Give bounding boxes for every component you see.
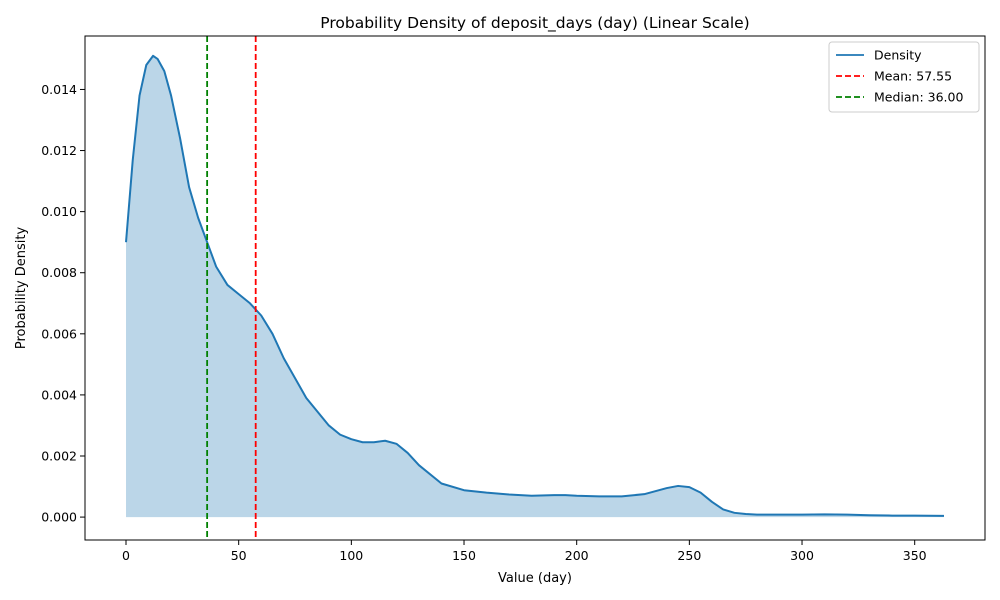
plot-frame xyxy=(84,35,986,541)
plot-layer xyxy=(125,36,944,540)
x-tick-label: 250 xyxy=(677,548,701,563)
y-axis: 0.000 0.002 0.004 0.006 0.008 0.010 0.012 0.014 xyxy=(41,82,85,525)
y-tick-label: 0.014 xyxy=(41,82,77,97)
chart-title: Probability Density of deposit_days (day… xyxy=(320,14,749,33)
y-tick-label: 0.000 xyxy=(41,510,77,525)
legend-density-label: Density xyxy=(874,48,922,63)
legend-box xyxy=(828,41,980,113)
x-axis-label: Value (day) xyxy=(498,571,572,586)
y-tick-label: 0.008 xyxy=(41,265,77,280)
y-tick-label: 0.006 xyxy=(41,326,77,341)
density-line xyxy=(125,54,944,517)
x-tick-label: 100 xyxy=(339,548,363,563)
x-tick-label: 200 xyxy=(565,548,589,563)
legend-mean-label: Mean: 57.55 xyxy=(874,69,952,84)
x-tick-label: 300 xyxy=(790,548,814,563)
y-tick-label: 0.012 xyxy=(41,143,77,158)
y-tick-label: 0.004 xyxy=(41,387,77,402)
x-tick-label: 0 xyxy=(122,548,130,563)
y-tick-label: 0.002 xyxy=(41,449,77,464)
legend: Density Mean: 57.55 Median: 36.00 xyxy=(828,41,980,113)
y-axis-label: Probability Density xyxy=(14,227,29,350)
x-tick-label: 150 xyxy=(452,548,476,563)
x-tick-label: 50 xyxy=(231,548,247,563)
x-tick-label: 350 xyxy=(903,548,927,563)
density-area xyxy=(126,55,944,518)
y-tick-label: 0.010 xyxy=(41,204,77,219)
x-axis: 0 50 100 150 200 250 300 350 xyxy=(122,540,927,563)
legend-median-label: Median: 36.00 xyxy=(874,90,963,105)
